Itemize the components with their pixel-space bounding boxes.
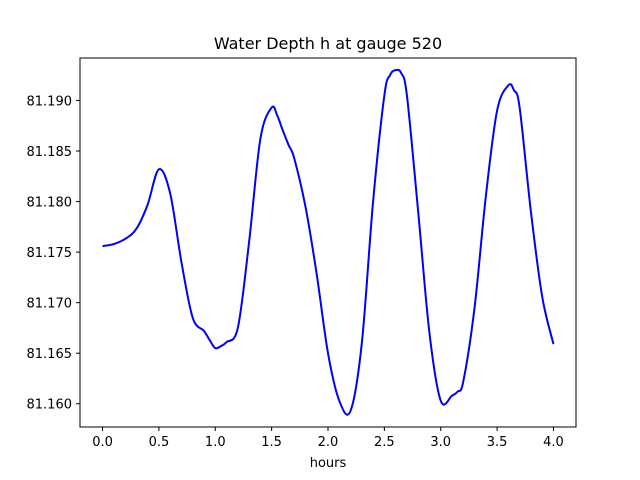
series-line <box>102 68 555 416</box>
y-tick-label: 81.160 <box>27 398 73 413</box>
y-tick-label: 81.185 <box>27 145 73 160</box>
y-tick-label: 81.175 <box>27 246 73 261</box>
x-tick-label: 2.0 <box>318 435 339 450</box>
x-tick-label: 0.5 <box>149 435 170 450</box>
x-tick-label: 1.5 <box>261 435 282 450</box>
plot-area <box>102 68 555 416</box>
plot-frame <box>79 57 577 428</box>
chart-title: Water Depth h at gauge 520 <box>214 34 442 53</box>
y-tick-label: 81.165 <box>27 347 73 362</box>
x-tick-label: 2.5 <box>374 435 395 450</box>
x-tick-label: 3.0 <box>430 435 451 450</box>
y-tick-label: 81.180 <box>27 196 73 211</box>
x-axis: 0.0 0.5 1.0 1.5 2.0 2.5 3.0 3.5 4.0 <box>92 427 564 450</box>
y-tick-label: 81.190 <box>27 94 73 109</box>
x-tick-label: 0.0 <box>92 435 113 450</box>
x-tick-label: 1.0 <box>205 435 226 450</box>
x-tick-label: 4.0 <box>543 435 564 450</box>
x-axis-label: hours <box>310 456 347 471</box>
y-tick-label: 81.170 <box>27 297 73 312</box>
y-axis: 81.160 81.165 81.170 81.175 81.180 81.185 81.1… <box>27 94 80 413</box>
x-tick-label: 3.5 <box>487 435 508 450</box>
